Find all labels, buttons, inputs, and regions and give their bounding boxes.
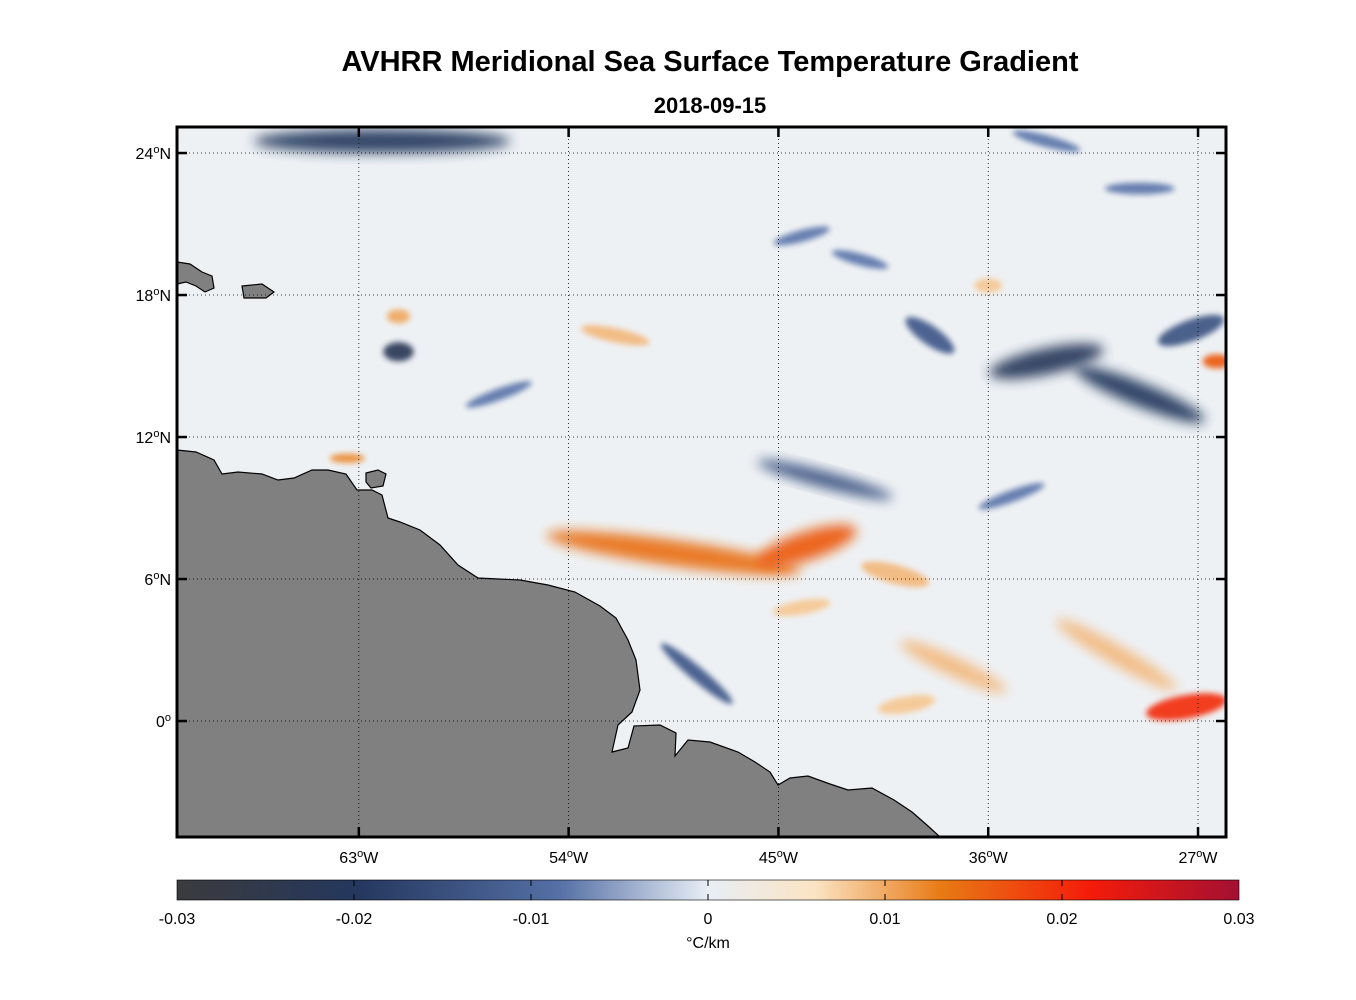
chart-title: AVHRR Meridional Sea Surface Temperature… [341, 46, 1079, 78]
colorbar-tick-label: -0.02 [336, 911, 373, 928]
gradient-field [253, 129, 1226, 721]
colorbar-tick-label: -0.01 [513, 911, 550, 928]
gradient-feature-cold-streak-d [978, 483, 1045, 510]
colorbar-tick-label: 0.03 [1223, 911, 1254, 928]
colorbar-tick-label: 0.01 [869, 911, 900, 928]
gradient-feature-warm-band-mid [773, 598, 831, 617]
gradient-feature-warm-spot-north [974, 278, 1003, 293]
axes-frame [175, 125, 1228, 839]
colorbar-tick-label: 0 [704, 911, 713, 928]
gradient-feature-cold-band-east-d [905, 316, 955, 354]
colorbar-label: °C/km [686, 935, 730, 952]
gradient-feature-warm-spot-coast [329, 453, 365, 463]
y-tick-label: 18oN [136, 286, 171, 305]
gradient-feature-warm-band-east-edge [1146, 693, 1226, 721]
gradient-feature-cold-streak-b [773, 226, 830, 246]
colorbar-tick-label: 0.02 [1046, 911, 1077, 928]
gradient-feature-warm-spot-island [386, 309, 411, 324]
gradient-feature-cold-streak-e [1012, 130, 1081, 152]
land-island-south [365, 469, 387, 489]
gradient-feature-warm-spot-east [1202, 354, 1226, 369]
gradient-feature-cold-spot-island [383, 342, 414, 362]
gradient-feature-warm-front-main [546, 530, 801, 576]
gradient-feature-warm-band-south-c [877, 694, 936, 715]
gradient-feature-cold-streak-f [1104, 182, 1175, 195]
gradient-feature-cold-band-mid [757, 459, 893, 500]
chart-subtitle: 2018-09-15 [653, 93, 767, 118]
gradient-feature-cold-band-east-c [1157, 314, 1225, 347]
gradient-feature-warm-front-east-a [756, 524, 857, 567]
gradient-feature-cold-band-east-a [989, 343, 1104, 379]
gradient-feature-cold-streak-a [465, 381, 532, 408]
gradient-feature-warm-front-east-b [861, 561, 929, 588]
gradient-feature-cold-band-east-b [1074, 366, 1205, 423]
colorbar-tick-label: -0.03 [159, 911, 196, 928]
gradient-feature-warm-band-south-a [900, 640, 1007, 693]
grid-lines [177, 127, 1226, 837]
y-tick-label: 12oN [136, 428, 171, 447]
gradient-feature-cold-band-south [660, 643, 733, 705]
land-south-america [177, 449, 941, 837]
y-tick-label: 6oN [144, 570, 171, 589]
x-tick-label: 45oW [759, 848, 799, 867]
gradient-feature-cold-streak-c [831, 250, 889, 269]
x-tick-label: 54oW [549, 848, 589, 867]
land-puerto-rico [177, 261, 215, 293]
x-tick-label: 27oW [1179, 848, 1219, 867]
y-tick-label: 0o [156, 712, 171, 731]
gradient-feature-cold-band-north [253, 129, 511, 153]
colorbar-ticks: -0.03 -0.02 -0.01 0 0.01 0.02 0.03 [159, 880, 1255, 928]
x-tick-label: 63oW [339, 848, 379, 867]
x-axis-ticks: 63oW 54oW 45oW 36oW 27oW [339, 127, 1218, 867]
gradient-feature-warm-band-south-b [1055, 618, 1178, 691]
y-tick-label: 24oN [136, 144, 171, 163]
gradient-feature-warm-front-upper [580, 325, 650, 346]
y-axis-ticks: 24oN 18oN 12oN 6oN 0o [136, 144, 1226, 731]
x-tick-label: 36oW [969, 848, 1009, 867]
